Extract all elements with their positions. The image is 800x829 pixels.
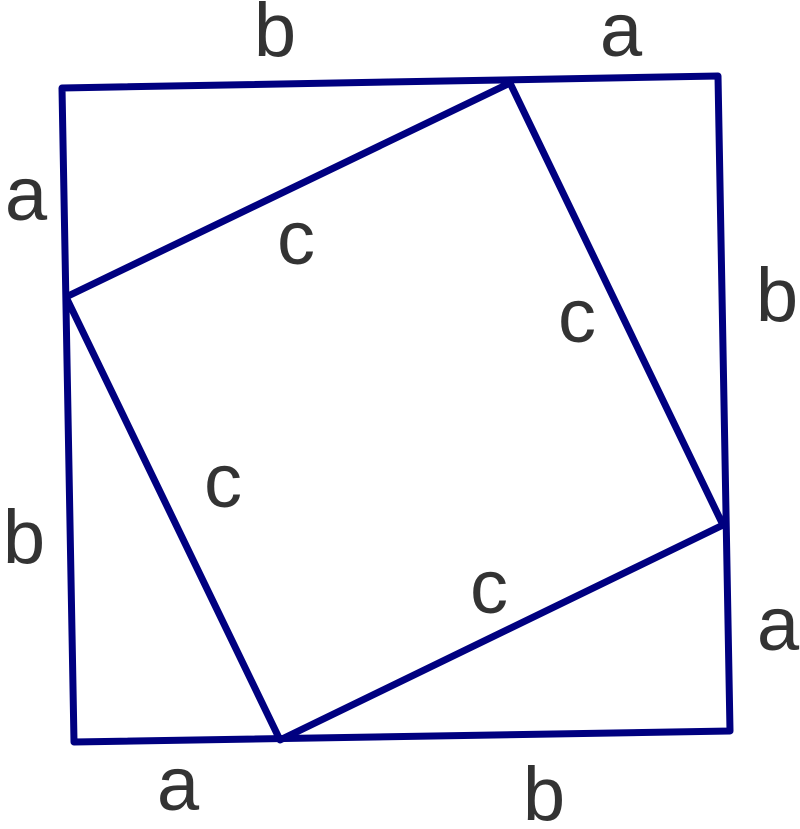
label-inner-bottom-c: c	[470, 545, 508, 630]
label-bottom-b: b	[523, 752, 565, 829]
label-inner-right-c: c	[558, 274, 596, 359]
label-right-b: b	[756, 253, 798, 338]
inner-square	[62, 79, 727, 744]
label-inner-left-c: c	[204, 439, 242, 524]
label-top-b: b	[254, 0, 296, 73]
label-left-b: b	[3, 495, 45, 580]
label-top-a: a	[600, 0, 643, 73]
label-bottom-a: a	[157, 742, 200, 827]
label-inner-top-c: c	[277, 196, 315, 281]
outer-square	[58, 72, 734, 746]
label-left-a: a	[5, 152, 48, 237]
label-right-a: a	[757, 582, 800, 667]
